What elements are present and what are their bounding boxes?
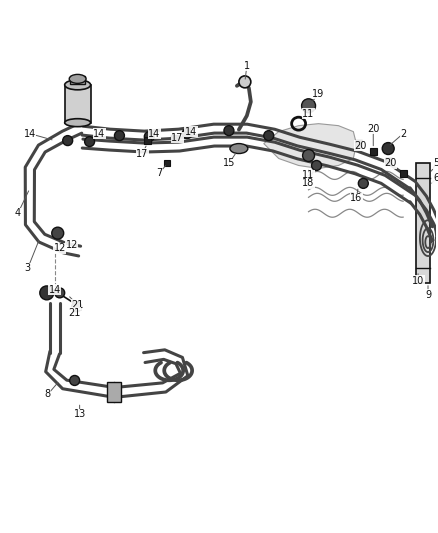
- Circle shape: [311, 160, 321, 171]
- Circle shape: [358, 179, 368, 188]
- Circle shape: [302, 99, 315, 112]
- Circle shape: [72, 302, 81, 312]
- Text: 14: 14: [185, 127, 197, 136]
- Bar: [370, 148, 377, 155]
- Circle shape: [85, 136, 95, 147]
- Text: 15: 15: [223, 158, 235, 168]
- Text: 14: 14: [24, 128, 36, 139]
- Text: 8: 8: [45, 390, 51, 399]
- Text: 4: 4: [15, 208, 21, 218]
- Text: 21: 21: [71, 300, 84, 310]
- Circle shape: [114, 131, 124, 141]
- Text: 10: 10: [412, 276, 424, 286]
- Text: 12: 12: [53, 243, 66, 253]
- Circle shape: [264, 131, 274, 141]
- Ellipse shape: [65, 80, 91, 90]
- Polygon shape: [264, 124, 357, 168]
- Circle shape: [70, 375, 80, 385]
- Text: 14: 14: [148, 128, 160, 139]
- Bar: [171, 135, 178, 142]
- Text: 14: 14: [49, 285, 61, 295]
- Circle shape: [224, 126, 234, 135]
- Text: 20: 20: [367, 124, 379, 134]
- Circle shape: [303, 150, 314, 161]
- Text: 1: 1: [244, 61, 250, 71]
- Circle shape: [63, 135, 73, 146]
- Text: 3: 3: [25, 263, 31, 273]
- Ellipse shape: [230, 143, 248, 154]
- Text: 7: 7: [156, 168, 162, 179]
- Text: 14: 14: [93, 128, 106, 139]
- Text: 2: 2: [400, 128, 406, 139]
- Text: 16: 16: [350, 193, 363, 203]
- Circle shape: [382, 142, 394, 155]
- Text: 18: 18: [302, 179, 314, 188]
- Circle shape: [55, 288, 65, 298]
- Bar: [65, 85, 91, 123]
- Bar: [144, 137, 151, 144]
- Bar: [355, 140, 362, 147]
- Circle shape: [182, 128, 192, 139]
- Ellipse shape: [239, 76, 251, 88]
- Text: 9: 9: [425, 290, 431, 300]
- Ellipse shape: [65, 119, 91, 127]
- Ellipse shape: [69, 75, 86, 83]
- Bar: [70, 76, 85, 84]
- Text: 20: 20: [354, 141, 367, 150]
- Bar: [164, 160, 170, 166]
- Text: 12: 12: [65, 240, 78, 250]
- Text: 21: 21: [68, 308, 81, 318]
- Text: 19: 19: [312, 89, 325, 99]
- Bar: [416, 164, 430, 283]
- Text: 11: 11: [302, 109, 314, 119]
- Text: 6: 6: [433, 173, 438, 183]
- Circle shape: [40, 286, 54, 300]
- Text: 17: 17: [171, 133, 184, 143]
- Bar: [107, 383, 121, 402]
- Text: 20: 20: [384, 158, 396, 168]
- Bar: [399, 170, 406, 177]
- Text: 13: 13: [74, 409, 86, 419]
- Text: 5: 5: [433, 158, 438, 168]
- Text: 11: 11: [302, 171, 314, 181]
- Circle shape: [145, 132, 154, 142]
- Bar: [385, 158, 392, 165]
- Text: 17: 17: [136, 149, 148, 158]
- Circle shape: [52, 227, 64, 239]
